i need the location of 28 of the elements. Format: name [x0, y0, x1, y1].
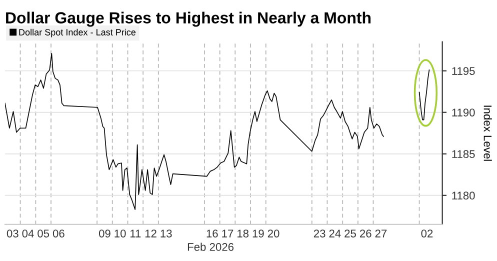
y-tick-label: 1190 — [452, 108, 475, 116]
chart-title: Dollar Gauge Rises to Highest in Nearly a Month — [6, 12, 371, 27]
x-tick-label: 11 — [130, 230, 141, 238]
x-tick-label: 26 — [360, 230, 372, 238]
legend-label: Dollar Spot Index - Last Price — [19, 28, 136, 38]
x-tick-label: 02 — [421, 230, 433, 238]
x-tick-label: 03 — [6, 230, 18, 238]
y-tick-label: 1195 — [452, 67, 475, 75]
x-tick-label: 27 — [375, 230, 387, 238]
x-axis-title: Feb 2026 — [188, 242, 234, 251]
x-tick-label: 04 — [22, 230, 34, 238]
x-tick-label: 20 — [268, 230, 280, 238]
x-tick-label: 18 — [238, 230, 249, 238]
x-tick-label: 12 — [145, 230, 156, 238]
x-tick-label: 23 — [314, 230, 326, 238]
x-tick-label: 13 — [160, 230, 172, 238]
x-tick-label: 17 — [222, 230, 234, 238]
y-tick-label: 1185 — [452, 150, 475, 158]
x-tick-label: 06 — [52, 230, 64, 238]
y-axis-title: Index Level — [484, 106, 492, 161]
x-tick-label: 05 — [38, 230, 50, 238]
x-tick-label: 19 — [252, 230, 264, 238]
y-tick-label: 1180 — [452, 192, 475, 200]
x-tick-label: 10 — [114, 230, 126, 238]
x-tick-label: 24 — [329, 230, 341, 238]
x-tick-label: 09 — [98, 230, 110, 238]
x-tick-label: 25 — [344, 230, 356, 238]
x-tick-label: 16 — [206, 230, 218, 238]
